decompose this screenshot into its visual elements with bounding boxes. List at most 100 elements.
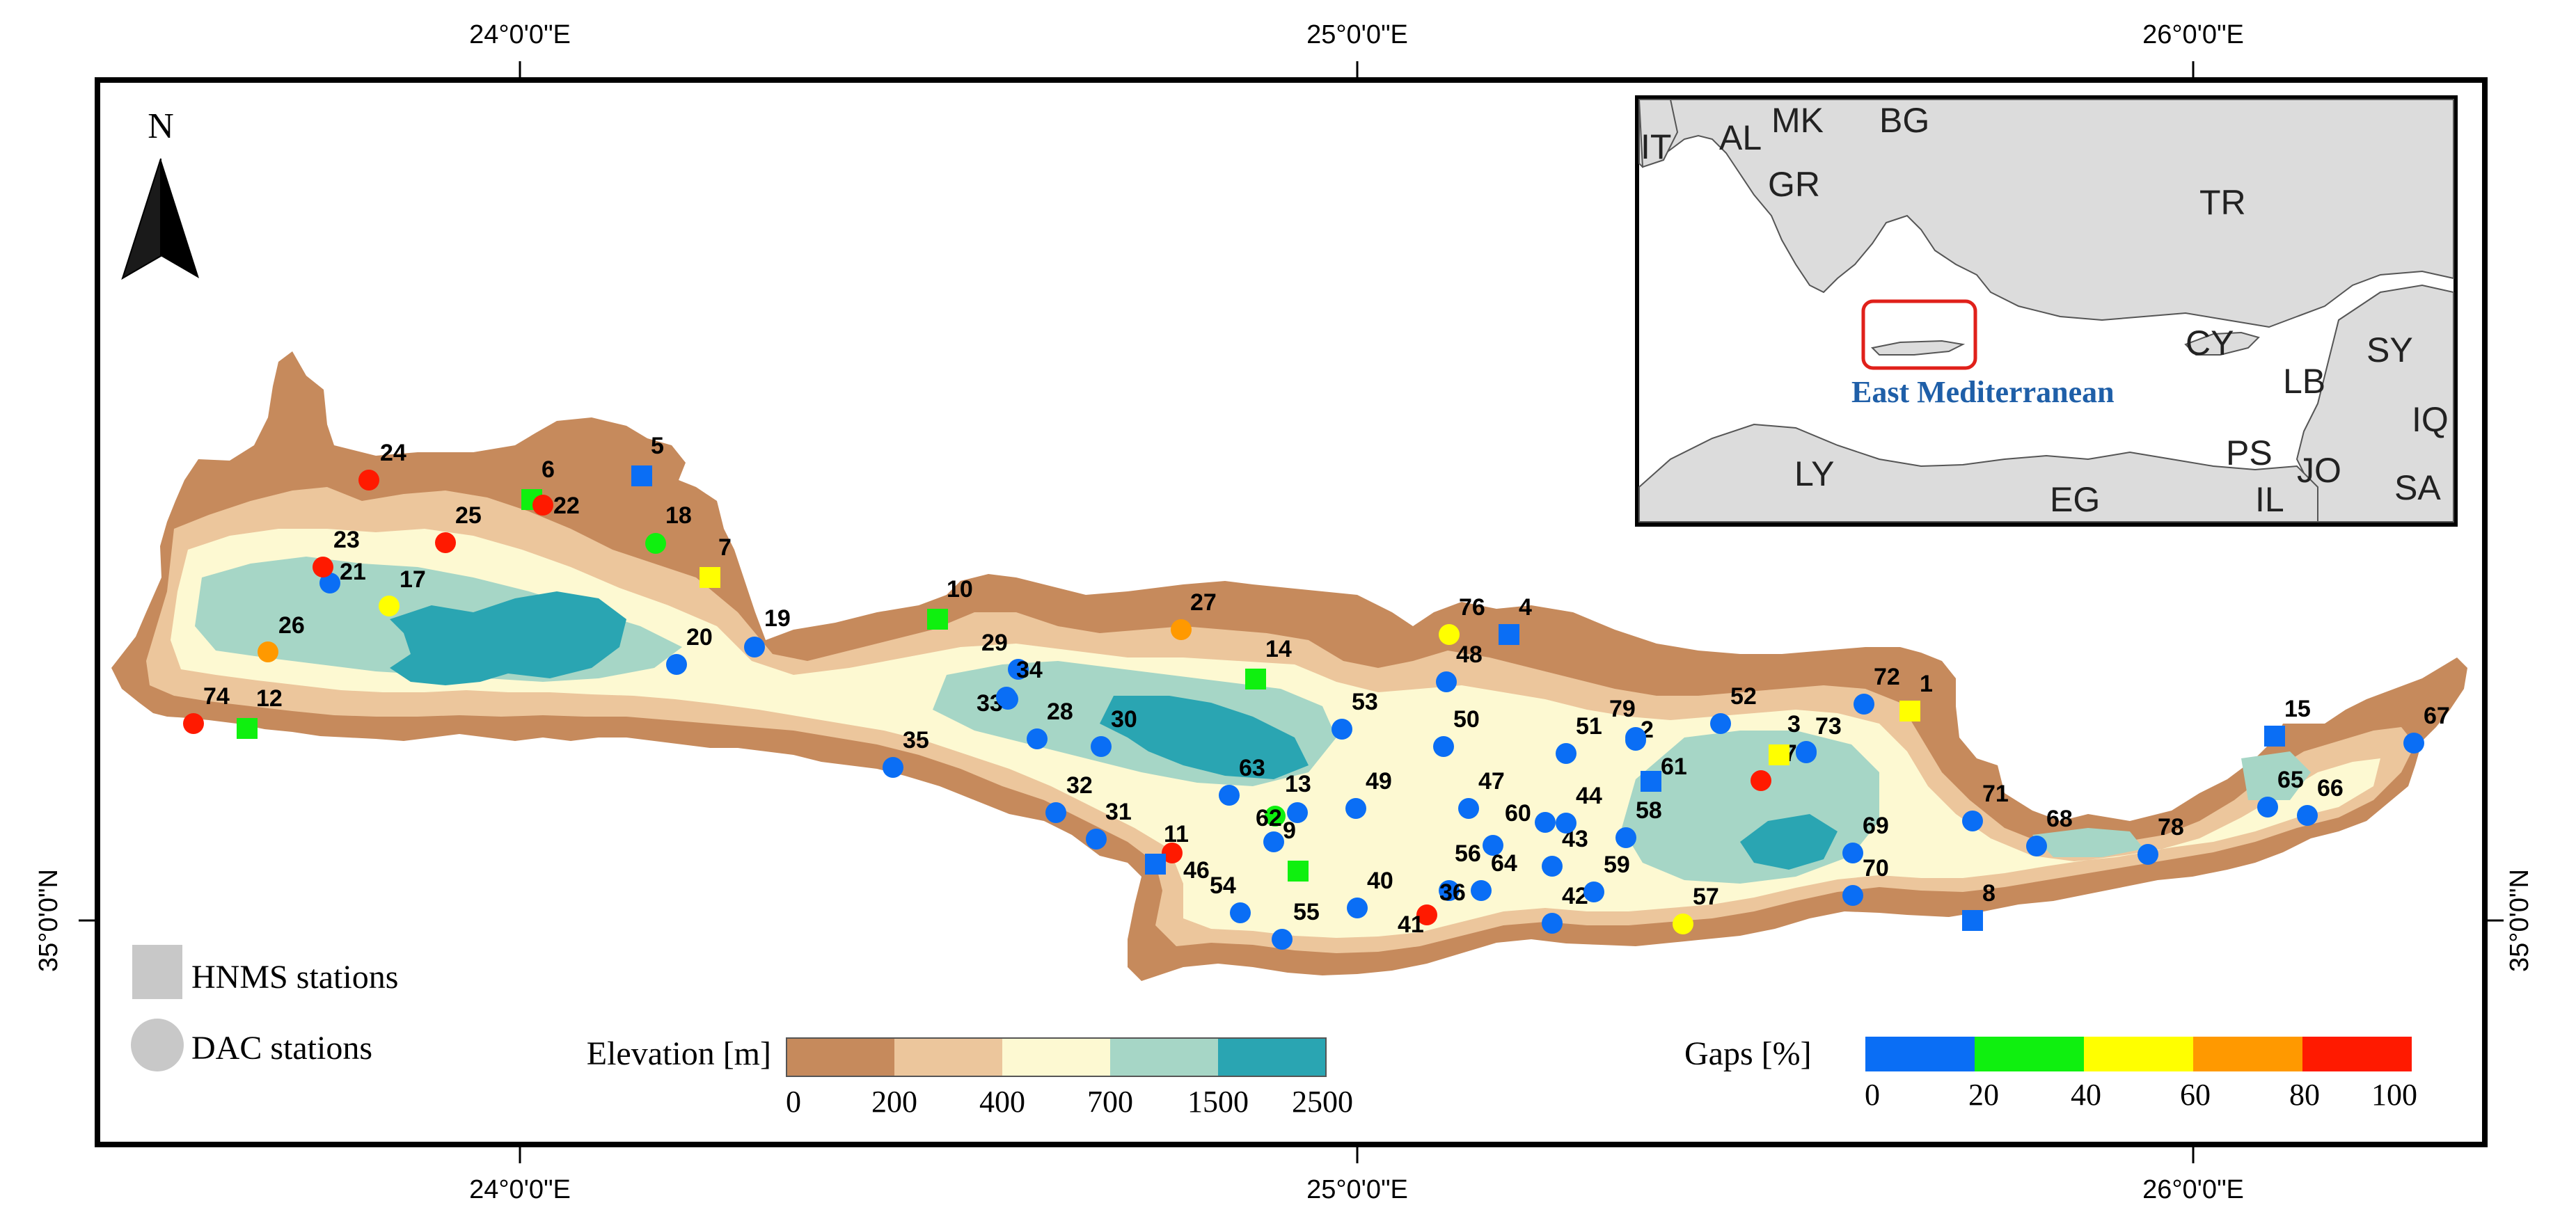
station-59-label: 59 bbox=[1604, 852, 1630, 878]
station-19-label: 19 bbox=[764, 605, 791, 632]
north-arrow-icon bbox=[161, 159, 199, 278]
elevation-swatch-1 bbox=[894, 1038, 1002, 1076]
station-49-marker bbox=[1345, 798, 1366, 819]
station-20-marker bbox=[666, 654, 687, 675]
station-12-label: 12 bbox=[256, 685, 283, 712]
station-40-label: 40 bbox=[1367, 868, 1393, 894]
station-43-marker bbox=[1542, 856, 1563, 877]
inset-cyprus bbox=[2184, 331, 2260, 356]
station-51-label: 51 bbox=[1576, 713, 1602, 740]
inset-country-eg: EG bbox=[2050, 480, 2100, 519]
station-57-label: 57 bbox=[1693, 884, 1719, 910]
station-30-marker bbox=[1091, 736, 1112, 757]
station-9-marker bbox=[1263, 831, 1284, 852]
station-44-marker bbox=[1556, 813, 1577, 834]
station-26-marker bbox=[258, 641, 278, 662]
station-55-label: 55 bbox=[1293, 899, 1320, 925]
station-31-label: 31 bbox=[1105, 799, 1132, 825]
station-71-label: 71 bbox=[1982, 781, 2009, 807]
station-56-marker bbox=[1483, 835, 1503, 856]
station-46-marker bbox=[1145, 854, 1166, 875]
station-17-marker bbox=[379, 596, 400, 616]
gaps-legend-title: Gaps [%] bbox=[1684, 1035, 1812, 1072]
gaps-tick-80: 80 bbox=[2289, 1078, 2320, 1112]
station-56-label: 56 bbox=[1455, 840, 1481, 867]
inset-country-tr: TR bbox=[2199, 183, 2246, 222]
station-27-marker bbox=[1171, 619, 1192, 640]
station-61-marker bbox=[1641, 771, 1661, 792]
graticule bbox=[79, 61, 2504, 1163]
station-71-marker bbox=[1962, 811, 1983, 831]
station-62-marker bbox=[1265, 806, 1286, 827]
station-14-label: 14 bbox=[1265, 636, 1292, 662]
elevation-tick-400: 400 bbox=[979, 1085, 1025, 1119]
inset-italy-heel bbox=[1638, 99, 1679, 168]
elevation-band-1500-2500 bbox=[390, 591, 1838, 870]
inset-country-il: IL bbox=[2255, 480, 2284, 519]
station-4-marker bbox=[1499, 624, 1519, 645]
station-76-marker bbox=[1439, 624, 1460, 645]
top-coord-25: 25°0'0"E bbox=[1306, 20, 1408, 49]
station-15-marker bbox=[2264, 726, 2285, 747]
elevation-tick-700: 700 bbox=[1087, 1085, 1133, 1119]
station-28-label: 28 bbox=[1047, 699, 1073, 725]
station-72-marker bbox=[1854, 694, 1874, 715]
station-66-marker bbox=[2297, 805, 2318, 826]
station-11-label: 11 bbox=[1164, 821, 1189, 847]
station-32-label: 32 bbox=[1066, 772, 1093, 799]
inset-country-lb: LB bbox=[2283, 362, 2325, 401]
inset-landmass-africa bbox=[1638, 423, 2318, 523]
station-22-label: 22 bbox=[553, 493, 580, 519]
station-48-label: 48 bbox=[1456, 641, 1483, 668]
station-63-marker bbox=[1219, 785, 1240, 806]
station-22-marker bbox=[532, 495, 553, 516]
elevation-legend: Elevation [m] 0 200 400 700 1500 2500 bbox=[587, 1035, 1353, 1119]
station-57-marker bbox=[1673, 914, 1693, 934]
elevation-swatch-2 bbox=[1002, 1038, 1110, 1076]
station-60-marker bbox=[1535, 812, 1556, 833]
station-50-marker bbox=[1433, 736, 1454, 757]
station-68-label: 68 bbox=[2046, 806, 2073, 832]
station-31-marker bbox=[1086, 829, 1107, 850]
station-41-label: 41 bbox=[1398, 911, 1424, 938]
station-35-marker bbox=[883, 757, 903, 778]
station-76-label: 76 bbox=[1459, 594, 1485, 621]
station-7-label: 7 bbox=[718, 534, 732, 561]
station-24-marker bbox=[358, 470, 379, 491]
station-50-label: 50 bbox=[1453, 706, 1480, 733]
elevation-legend-title: Elevation [m] bbox=[587, 1035, 771, 1072]
gaps-swatch-3 bbox=[2193, 1037, 2302, 1071]
inset-country-bg: BG bbox=[1879, 101, 1929, 140]
elevation-legend-border bbox=[786, 1037, 1327, 1077]
station-6-label: 6 bbox=[542, 456, 555, 483]
station-8-label: 8 bbox=[1982, 880, 1996, 907]
station-25-label: 25 bbox=[455, 502, 482, 529]
station-78-marker bbox=[2138, 844, 2158, 865]
gaps-swatch-0 bbox=[1865, 1037, 1975, 1071]
station-72-label: 72 bbox=[1874, 664, 1900, 690]
station-68-marker bbox=[2026, 836, 2047, 856]
station-14-marker bbox=[1245, 669, 1266, 689]
bottom-coord-25: 25°0'0"E bbox=[1306, 1175, 1408, 1204]
inset-country-jo: JO bbox=[2297, 451, 2341, 490]
elevation-swatch-0 bbox=[787, 1038, 894, 1076]
station-5-label: 5 bbox=[651, 433, 664, 459]
inset-country-cy: CY bbox=[2186, 324, 2234, 362]
station-20-label: 20 bbox=[686, 624, 713, 651]
station-67-label: 67 bbox=[2424, 703, 2450, 729]
station-62-label: 62 bbox=[1256, 805, 1282, 831]
inset-country-it: IT bbox=[1641, 127, 1671, 166]
gaps-tick-0: 0 bbox=[1865, 1078, 1880, 1112]
station-27-label: 27 bbox=[1190, 589, 1217, 616]
station-67-marker bbox=[2403, 733, 2424, 753]
left-coord-35n: 35°0'0"N bbox=[34, 869, 63, 972]
inset-country-ps: PS bbox=[2226, 433, 2273, 472]
elevation-tick-0: 0 bbox=[786, 1085, 801, 1119]
station-79-label: 79 bbox=[1609, 696, 1636, 722]
station-26-label: 26 bbox=[278, 612, 305, 639]
gaps-tick-60: 60 bbox=[2180, 1078, 2211, 1112]
station-21-marker bbox=[319, 573, 340, 593]
station-3-label: 3 bbox=[1787, 711, 1801, 737]
station-55-marker bbox=[1272, 929, 1293, 950]
station-25-marker bbox=[435, 532, 456, 553]
